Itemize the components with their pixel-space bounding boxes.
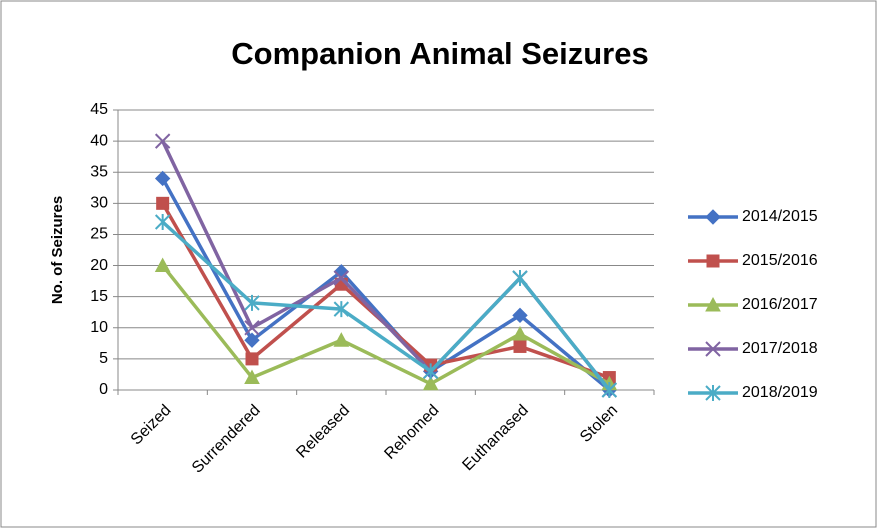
marker <box>156 196 170 210</box>
marker <box>705 341 721 357</box>
marker <box>512 307 528 324</box>
marker <box>244 294 260 311</box>
marker <box>245 352 259 366</box>
y-tick-label: 30 <box>90 195 108 212</box>
series-line <box>161 264 611 386</box>
marker <box>513 339 527 353</box>
marker <box>705 385 721 401</box>
marker <box>244 369 260 385</box>
marker <box>512 325 528 341</box>
legend-label: 2017/2018 <box>742 340 818 357</box>
marker <box>601 382 618 398</box>
y-axis-title: No. of Seizures <box>49 196 66 304</box>
chart-title: Companion Animal Seizures <box>231 36 648 71</box>
marker <box>333 301 350 318</box>
marker <box>706 254 720 268</box>
y-tick-label: 35 <box>90 163 108 180</box>
marker <box>154 257 171 273</box>
marker <box>422 375 439 391</box>
legend-label: 2018/2019 <box>742 384 818 401</box>
y-tick-label: 5 <box>99 350 108 367</box>
marker <box>422 363 439 380</box>
y-tick-label: 45 <box>90 101 108 118</box>
y-tick-label: 20 <box>90 257 108 274</box>
y-tick-label: 25 <box>90 226 108 243</box>
legend-label: 2014/2015 <box>742 208 818 225</box>
marker <box>154 214 171 230</box>
marker <box>333 270 350 286</box>
y-tick-label: 15 <box>90 288 108 305</box>
marker <box>705 296 721 312</box>
marker <box>333 332 350 347</box>
legend-label: 2016/2017 <box>742 296 818 313</box>
marker <box>244 320 260 336</box>
y-tick-label: 40 <box>90 132 108 149</box>
marker <box>154 170 171 187</box>
legend-label: 2015/2016 <box>742 252 818 269</box>
marker <box>244 332 260 348</box>
series-line <box>161 177 611 392</box>
y-tick-label: 0 <box>99 381 108 398</box>
marker <box>154 133 171 149</box>
series-line <box>161 220 611 392</box>
y-tick-label: 10 <box>90 319 108 336</box>
marker <box>512 270 528 286</box>
marker <box>705 209 721 225</box>
